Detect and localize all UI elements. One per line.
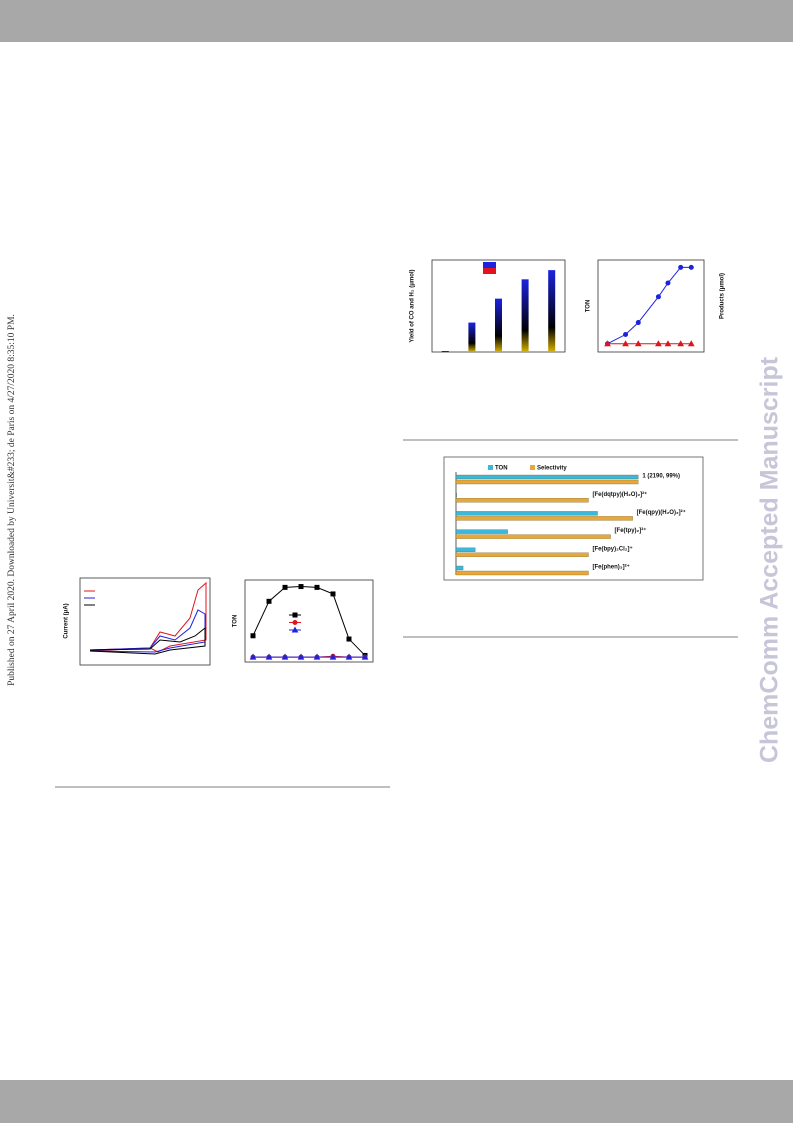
marker	[664, 340, 672, 347]
legend-swatch	[530, 465, 535, 470]
marker	[313, 653, 321, 660]
y-axis-label: Current (μA)	[64, 603, 70, 638]
marker	[329, 653, 337, 660]
marker	[665, 280, 671, 286]
marker	[635, 320, 641, 326]
category-label: [Fe(qpy)(H₂O)₂]²⁺	[637, 509, 686, 516]
category-label: 1 (2190, 99%)	[642, 474, 680, 480]
marker	[655, 294, 661, 300]
bar	[455, 479, 639, 485]
legend-label: TON	[495, 466, 508, 472]
marker	[655, 340, 662, 347]
marker	[330, 591, 336, 597]
legend-marker	[291, 626, 299, 633]
legend-marker	[292, 620, 298, 625]
bar	[455, 529, 508, 534]
bar	[455, 511, 598, 516]
marker	[623, 332, 629, 338]
category-label: [Fe(bpy)₂Cl₂]⁺	[592, 545, 632, 552]
legend-swatch	[483, 268, 496, 274]
marker	[249, 653, 257, 660]
marker	[687, 340, 695, 347]
cv-curve	[89, 609, 206, 653]
series-line	[607, 266, 692, 345]
side-note: Published on 27 April 2020. Downloaded b…	[7, 314, 17, 686]
marker	[361, 653, 369, 660]
footer-bar	[0, 1080, 793, 1123]
plot-frame	[597, 259, 705, 353]
marker	[297, 653, 305, 660]
marker	[266, 598, 272, 604]
category-label: [Fe(phen)₃]²⁺	[592, 564, 629, 571]
bar	[495, 298, 502, 352]
header-bar	[0, 0, 793, 42]
bar	[548, 270, 556, 352]
bar	[455, 552, 589, 557]
marker	[314, 584, 320, 590]
series-line	[252, 586, 366, 656]
bar	[455, 474, 639, 480]
marker	[281, 653, 289, 660]
bar	[455, 516, 633, 521]
marker	[345, 653, 353, 660]
bar	[455, 547, 476, 552]
bar	[521, 279, 529, 352]
plot-frame	[244, 579, 374, 663]
bar	[441, 351, 449, 352]
marker	[265, 653, 273, 660]
bar	[455, 498, 589, 503]
marker	[250, 633, 256, 639]
legend-label: Selectivity	[537, 466, 567, 472]
y-axis-label: Products (μmol)	[720, 273, 726, 319]
category-label: [Fe(tpy)₂]²⁺	[615, 527, 647, 534]
bar	[455, 565, 464, 571]
cv-curve	[89, 626, 206, 655]
marker	[622, 340, 629, 347]
category-label: [Fe(dqtpy)(H₂O)₂]²⁺	[592, 491, 647, 498]
marker	[346, 636, 352, 642]
bar	[455, 493, 457, 498]
bar	[455, 534, 611, 539]
plot-frame	[79, 577, 211, 666]
legend-swatch	[483, 262, 496, 268]
cv-figure: Current (μA)	[64, 577, 211, 666]
bar	[455, 570, 589, 576]
y-axis-label: TON	[586, 300, 592, 313]
marker	[298, 584, 304, 590]
marker	[677, 340, 685, 347]
marker	[282, 584, 288, 590]
figure-frame	[443, 456, 704, 581]
legend-marker	[292, 612, 298, 618]
cv-curve	[89, 581, 207, 653]
y-axis-label: Yield of CO and H₂ (μmol)	[410, 269, 416, 342]
watermark: ChemComm Accepted Manuscript	[756, 356, 784, 763]
legend-swatch	[488, 465, 493, 470]
marker	[634, 340, 642, 347]
marker	[604, 340, 611, 347]
bar	[468, 322, 476, 352]
marker	[688, 264, 694, 270]
y-axis-label: TON	[233, 615, 239, 628]
marker	[678, 264, 684, 270]
